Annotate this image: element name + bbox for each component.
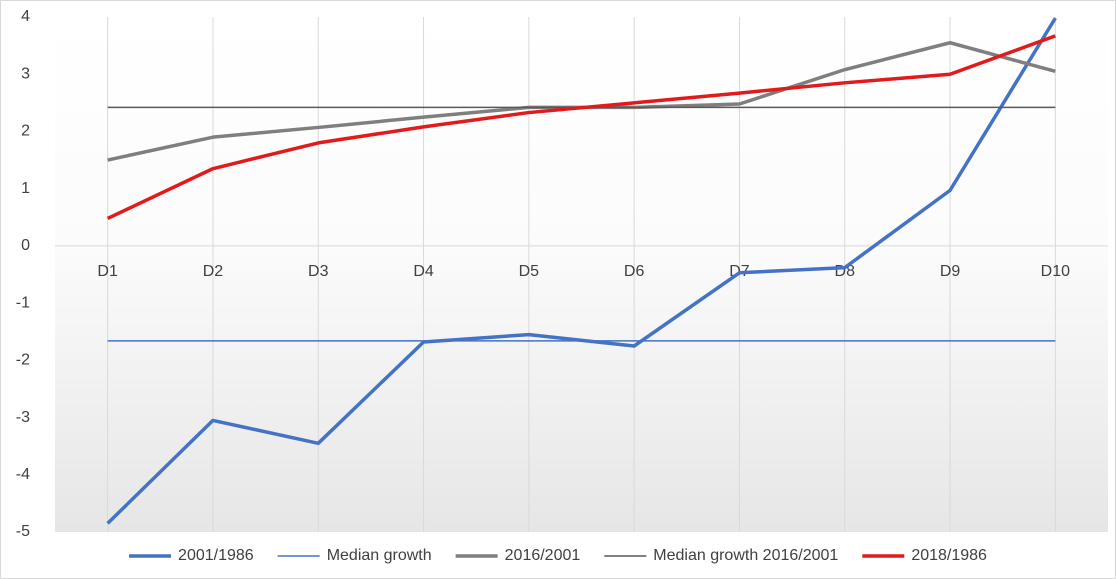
legend-label: 2018/1986: [911, 547, 987, 564]
x-tick-label: D5: [519, 263, 540, 280]
y-tick-label: 4: [21, 8, 30, 25]
y-tick-label: -5: [16, 523, 30, 540]
x-tick-label: D3: [308, 263, 329, 280]
plot-area: [55, 17, 1108, 532]
legend-label: 2001/1986: [178, 547, 254, 564]
x-tick-label: D9: [940, 263, 961, 280]
y-tick-label: -3: [16, 409, 30, 426]
y-tick-label: -2: [16, 352, 30, 369]
y-tick-label: 3: [21, 65, 30, 82]
y-tick-label: 0: [21, 237, 30, 254]
x-tick-label: D6: [624, 263, 645, 280]
y-tick-label: 2: [21, 123, 30, 140]
legend-label: Median growth 2016/2001: [653, 547, 838, 564]
series-line: [106, 34, 1056, 221]
y-tick-label: -4: [16, 466, 30, 483]
x-tick-label: D1: [97, 263, 118, 280]
y-tick-label: 1: [21, 180, 30, 197]
y-tick-label: -1: [16, 294, 30, 311]
legend-label: 2016/2001: [505, 547, 581, 564]
x-tick-label: D2: [203, 263, 224, 280]
legend-label: Median growth: [327, 547, 432, 564]
x-tick-label: D10: [1041, 263, 1070, 280]
x-tick-label: D4: [413, 263, 434, 280]
